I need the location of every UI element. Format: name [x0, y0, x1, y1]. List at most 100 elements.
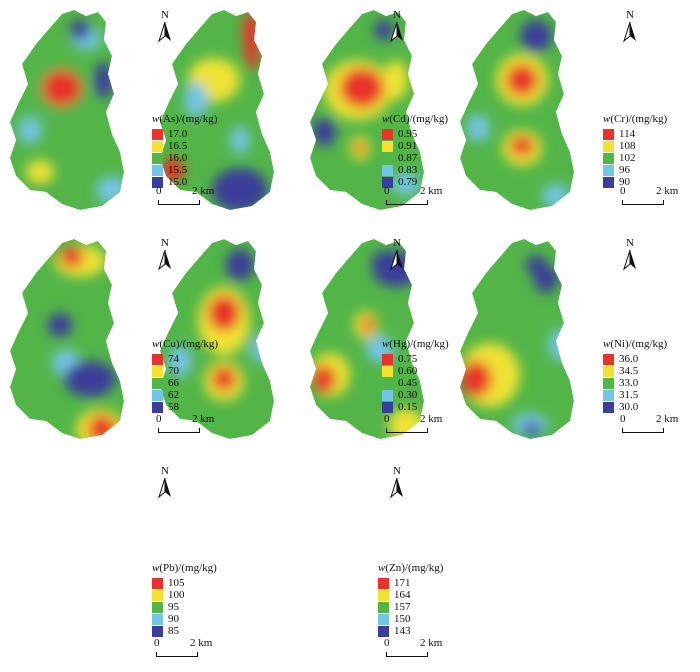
legend-swatch [382, 365, 393, 377]
hotspot-cr-7 [392, 172, 420, 196]
north-arrow-icon [623, 21, 636, 43]
hotspot-cu-6 [466, 114, 490, 142]
legend-title: w(Pb)/(mg/kg) [152, 562, 217, 574]
legend-value: 70 [168, 364, 179, 377]
legend-row: 58 [152, 401, 218, 413]
legend-swatch [152, 601, 163, 613]
scale-bar-line [156, 652, 198, 657]
legend-title-text: (Cd)/(mg/kg) [389, 113, 449, 125]
scale-bar-line [622, 200, 664, 205]
legend-row: 70 [152, 365, 218, 377]
north-arrow-icon [158, 249, 171, 271]
north-label: N [626, 237, 634, 249]
legend-ni: w(Ni)/(mg/kg) 36.0 34.5 33.0 31.5 30.0 [603, 338, 667, 413]
legend-row: 0.83 [382, 164, 448, 176]
hotspot-hg-2 [110, 245, 122, 261]
hotspot-cu-1 [506, 64, 538, 96]
legend-title: w(Cd)/(mg/kg) [382, 113, 448, 125]
legend-title: w(As)/(mg/kg) [152, 113, 217, 125]
legend-row: 157 [378, 601, 443, 613]
scale-zero-label: 0 [620, 413, 626, 425]
legend-swatch [603, 353, 614, 365]
legend-row: 90 [152, 613, 217, 625]
legend-value: 164 [394, 588, 411, 601]
legend-row: 31.5 [603, 389, 667, 401]
legend-row: 62 [152, 389, 218, 401]
legend-value: 58 [168, 400, 179, 413]
legend-swatch [378, 613, 389, 625]
hotspot-ni-3 [212, 367, 236, 391]
map-ni [160, 239, 274, 439]
legend-title-prefix: w [603, 113, 611, 125]
north-arrow-icon [158, 21, 171, 43]
legend-value: 157 [394, 600, 411, 613]
north-label: N [393, 465, 401, 477]
scale-zero-label: 0 [384, 413, 390, 425]
map-hg [10, 239, 124, 439]
legend-value: 0.95 [398, 127, 418, 140]
legend-row: 17.0 [152, 128, 217, 140]
map-pb [310, 239, 424, 439]
scale-zero-label: 0 [156, 413, 162, 425]
legend-row: 15.0 [152, 176, 217, 188]
legend-row: 33.0 [603, 377, 667, 389]
legend-swatch [382, 401, 393, 413]
legend-value: 66 [168, 376, 179, 389]
hotspot-cd-2 [244, 10, 260, 70]
legend-row: 30.0 [603, 401, 667, 413]
scale-bar-cd: 0 2 km [384, 185, 454, 211]
north-arrow-as: N [157, 10, 173, 48]
legend-row: 100 [152, 589, 217, 601]
legend-swatch [152, 389, 163, 401]
legend-value: 0.79 [398, 175, 418, 188]
legend-row: 0.30 [382, 389, 449, 401]
legend-title-prefix: w [603, 338, 611, 350]
hotspot-cu-5 [526, 22, 546, 38]
legend-row: 150 [378, 613, 443, 625]
legend-value: 15.5 [168, 163, 188, 176]
legend-row: 16.0 [152, 152, 217, 164]
north-arrow-cu: N [157, 238, 173, 276]
legend-swatch [152, 353, 163, 365]
legend-row: 105 [152, 577, 217, 589]
legend-row: 0.45 [382, 377, 449, 389]
legend-title-prefix: w [382, 338, 390, 350]
legend-value: 31.5 [619, 388, 639, 401]
legend-swatch [382, 152, 393, 164]
scale-zero-label: 0 [154, 637, 160, 649]
scale-zero-label: 0 [384, 637, 390, 649]
hotspot-cd-6 [212, 168, 268, 210]
hotspot-hg-5 [64, 361, 116, 397]
hotspot-cd-4 [230, 126, 250, 154]
scale-bar-line [386, 652, 428, 657]
legend-swatch [603, 152, 614, 164]
legend-row: 74 [152, 353, 218, 365]
hotspot-cr-2 [384, 60, 408, 100]
scale-bar-hg: 0 2 km [384, 413, 454, 439]
hotspot-as-6 [26, 160, 54, 184]
north-arrow-hg: N [389, 238, 405, 276]
legend-value: 74 [168, 352, 179, 365]
legend-value: 0.15 [398, 400, 418, 413]
legend-swatch [382, 164, 393, 176]
legend-value: 0.30 [398, 388, 418, 401]
legend-value: 0.60 [398, 364, 418, 377]
legend-title-text: (Cu)/(mg/kg) [159, 338, 219, 350]
legend-swatch [603, 401, 614, 413]
legend-row: 0.79 [382, 176, 448, 188]
legend-swatch [603, 128, 614, 140]
legend-swatch [382, 353, 393, 365]
legend-value: 150 [394, 612, 411, 625]
legend-value: 0.91 [398, 139, 418, 152]
legend-value: 62 [168, 388, 179, 401]
legend-cr: w(Cr)/(mg/kg) 114 108 102 96 90 [603, 113, 667, 188]
legend-value: 143 [394, 624, 411, 637]
north-arrow-icon [390, 477, 403, 499]
scale-km-label: 2 km [190, 637, 213, 649]
map-zn [460, 239, 574, 439]
legend-swatch [603, 365, 614, 377]
hotspot-cd-5 [160, 158, 184, 182]
legend-title-prefix: w [152, 562, 160, 574]
hotspot-zn-6 [548, 329, 574, 361]
